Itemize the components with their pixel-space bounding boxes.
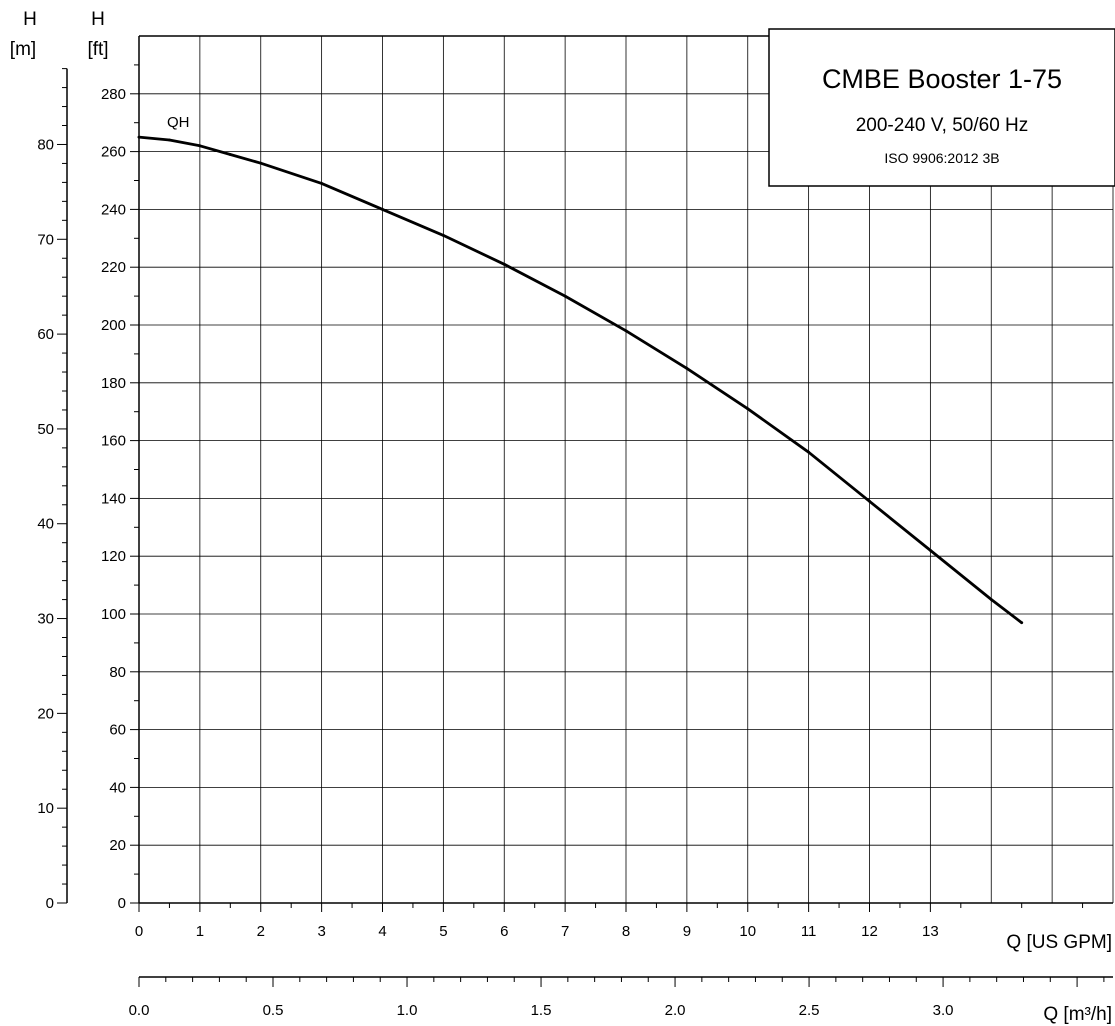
x-axis-tick-label: 5 (439, 923, 447, 940)
y-axis-label-top: H (91, 9, 105, 30)
y-axis-tick-label: 160 (101, 433, 126, 450)
x-axis-tick-label: 0 (135, 923, 143, 940)
data-point (807, 450, 811, 454)
y2-axis-tick-label: 50 (37, 421, 54, 438)
x2-axis-tick-label: 1.5 (531, 1002, 552, 1019)
chart-subtitle: 200-240 V, 50/60 Hz (856, 115, 1029, 136)
series-label-qh: QH (167, 114, 190, 131)
y-axis-tick-label: 280 (101, 86, 126, 103)
x-axis-tick-label: 13 (922, 923, 939, 940)
y2-axis-label-bottom: [m] (10, 39, 36, 60)
y-axis-tick-label: 220 (101, 259, 126, 276)
x2-axis-tick-label: 1.0 (397, 1002, 418, 1019)
series-line-qh (137, 135, 1024, 625)
y-axis-tick-label: 120 (101, 548, 126, 565)
title-box: CMBE Booster 1-75 200-240 V, 50/60 Hz IS… (768, 28, 1115, 187)
y2-axis-tick-label: 40 (37, 516, 54, 533)
series-layer: QH (137, 114, 1024, 625)
x-axis-tick-label: 2 (257, 923, 265, 940)
axes: 0204060801001201401601802002202402602800… (37, 35, 1113, 1019)
data-point (228, 153, 232, 156)
data-point (502, 262, 506, 266)
y2-axis-tick-label: 0 (46, 895, 54, 912)
data-point (320, 181, 324, 185)
data-point (1020, 621, 1024, 625)
x-axis-tick-label: 9 (683, 923, 691, 940)
y2-axis-tick-label: 30 (37, 611, 54, 628)
y-axis-tick-label: 40 (109, 779, 126, 796)
x2-axis-tick-label: 0.5 (263, 1002, 284, 1019)
y-axis-label-bottom: [ft] (87, 39, 108, 60)
data-point (989, 598, 993, 601)
y2-axis-tick-label: 60 (37, 326, 54, 343)
y-axis-tick-label: 0 (118, 895, 126, 912)
x-axis-label: Q [US GPM] (1006, 932, 1112, 953)
y-axis-tick-label: 140 (101, 490, 126, 507)
x-axis-tick-label: 11 (801, 923, 817, 940)
x2-axis-tick-label: 2.0 (665, 1002, 686, 1019)
y2-axis-tick-label: 70 (37, 231, 54, 248)
data-point (198, 144, 202, 148)
data-point (685, 366, 689, 370)
data-point (868, 499, 871, 503)
data-point (441, 234, 445, 237)
data-point (928, 549, 932, 552)
y2-axis-tick-label: 80 (37, 136, 54, 153)
data-point (563, 294, 567, 298)
y-axis-tick-label: 80 (109, 664, 126, 681)
x2-axis-tick-label: 3.0 (933, 1002, 954, 1019)
x-axis-tick-label: 7 (561, 923, 569, 940)
x-axis-tick-label: 6 (500, 923, 508, 940)
y-axis-tick-label: 100 (101, 606, 126, 623)
y-axis-tick-label: 20 (109, 837, 126, 854)
data-point (746, 407, 750, 411)
data-point (624, 329, 628, 333)
y2-axis-tick-label: 10 (37, 800, 54, 817)
y-axis-tick-label: 260 (101, 144, 126, 161)
x-axis-tick-label: 12 (861, 923, 878, 940)
title-box-frame (768, 28, 1115, 187)
y-axis-tick-label: 180 (101, 375, 126, 392)
chart-title: CMBE Booster 1-75 (822, 64, 1062, 94)
y-axis-tick-label: 200 (101, 317, 126, 334)
y-axis-tick-label: 60 (109, 722, 126, 739)
x2-axis-tick-label: 2.5 (799, 1002, 820, 1019)
chart-standard: ISO 9906:2012 3B (884, 150, 999, 166)
x-axis-tick-label: 8 (622, 923, 630, 940)
y-axis-tick-label: 240 (101, 201, 126, 218)
data-point (137, 135, 141, 139)
x-axis-tick-label: 3 (317, 923, 325, 940)
x-axis-tick-label: 10 (739, 923, 756, 940)
data-point (381, 208, 384, 211)
data-point (259, 161, 263, 165)
x2-axis-label: Q [m³/h] (1043, 1004, 1112, 1025)
data-point (168, 138, 171, 142)
y2-axis-tick-label: 20 (37, 705, 54, 722)
y2-axis-label-top: H (23, 9, 37, 30)
x2-axis-tick-label: 0.0 (129, 1002, 150, 1019)
x-axis-tick-label: 1 (196, 923, 204, 940)
x-axis-tick-label: 4 (378, 923, 386, 940)
